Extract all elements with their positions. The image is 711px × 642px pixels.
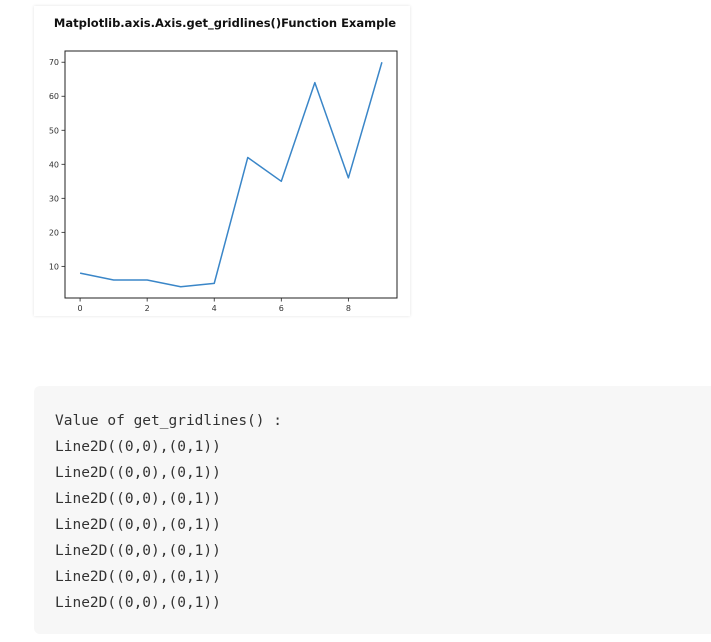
output-line: Line2D((0,0),(0,1)) [55,460,711,486]
x-axis: 0 2 4 6 8 [78,298,351,313]
x-tick-label: 8 [346,304,351,313]
output-code-block: Value of get_gridlines() : Line2D((0,0),… [34,386,711,634]
y-tick-label: 50 [49,126,59,135]
chart-title: Matplotlib.axis.Axis.get_gridlines()Func… [54,16,396,31]
x-tick-label: 2 [145,304,150,313]
series-line [80,62,382,287]
line-chart: Matplotlib.axis.Axis.get_gridlines()Func… [34,6,410,316]
chart-figure: Matplotlib.axis.Axis.get_gridlines()Func… [34,6,410,316]
y-tick-label: 70 [49,58,59,67]
output-line: Line2D((0,0),(0,1)) [55,434,711,460]
y-tick-label: 20 [49,228,59,237]
x-tick-label: 0 [78,304,83,313]
output-line: Line2D((0,0),(0,1)) [55,564,711,590]
y-axis: 10 20 30 40 50 60 70 [49,58,65,271]
y-tick-label: 30 [49,194,59,203]
y-tick-label: 10 [49,262,59,271]
output-line: Line2D((0,0),(0,1)) [55,538,711,564]
output-line: Line2D((0,0),(0,1)) [55,486,711,512]
x-tick-label: 4 [212,304,217,313]
y-tick-label: 60 [49,92,59,101]
output-line: Line2D((0,0),(0,1)) [55,590,711,616]
y-tick-label: 40 [49,160,59,169]
output-line: Line2D((0,0),(0,1)) [55,512,711,538]
output-line: Value of get_gridlines() : [55,408,711,434]
x-tick-label: 6 [279,304,284,313]
